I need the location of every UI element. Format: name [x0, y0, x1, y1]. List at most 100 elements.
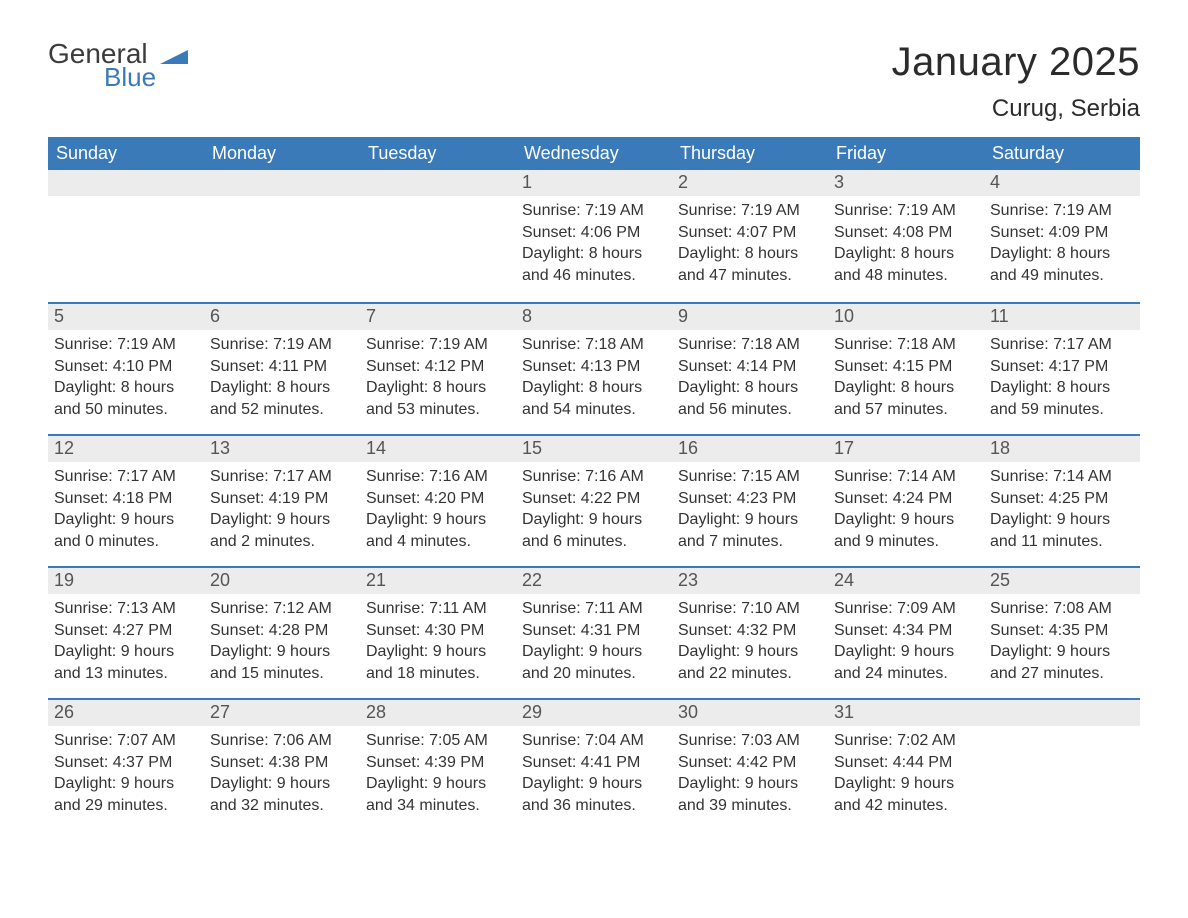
day-cell: 21Sunrise: 7:11 AMSunset: 4:30 PMDayligh…	[360, 568, 516, 698]
sunset-line: Sunset: 4:31 PM	[522, 620, 666, 642]
day-body	[204, 196, 360, 286]
sunrise-line: Sunrise: 7:19 AM	[834, 200, 978, 222]
day-body: Sunrise: 7:04 AMSunset: 4:41 PMDaylight:…	[516, 726, 672, 826]
day-number: 8	[516, 304, 672, 330]
sunset-line: Sunset: 4:07 PM	[678, 222, 822, 244]
day-cell: 26Sunrise: 7:07 AMSunset: 4:37 PMDayligh…	[48, 700, 204, 830]
sunrise-line: Sunrise: 7:10 AM	[678, 598, 822, 620]
sunset-line: Sunset: 4:42 PM	[678, 752, 822, 774]
sunset-line: Sunset: 4:06 PM	[522, 222, 666, 244]
day-number: 2	[672, 170, 828, 196]
day-cell	[984, 700, 1140, 830]
daylight-line-2: and 7 minutes.	[678, 531, 822, 553]
daylight-line-1: Daylight: 8 hours	[210, 377, 354, 399]
day-cell: 5Sunrise: 7:19 AMSunset: 4:10 PMDaylight…	[48, 304, 204, 434]
day-number	[984, 700, 1140, 726]
day-body: Sunrise: 7:14 AMSunset: 4:25 PMDaylight:…	[984, 462, 1140, 562]
daylight-line-2: and 9 minutes.	[834, 531, 978, 553]
day-cell: 17Sunrise: 7:14 AMSunset: 4:24 PMDayligh…	[828, 436, 984, 566]
sunrise-line: Sunrise: 7:13 AM	[54, 598, 198, 620]
day-body: Sunrise: 7:16 AMSunset: 4:22 PMDaylight:…	[516, 462, 672, 562]
daylight-line-2: and 49 minutes.	[990, 265, 1134, 287]
flag-icon	[160, 46, 194, 73]
sunset-line: Sunset: 4:44 PM	[834, 752, 978, 774]
day-cell: 13Sunrise: 7:17 AMSunset: 4:19 PMDayligh…	[204, 436, 360, 566]
day-body: Sunrise: 7:03 AMSunset: 4:42 PMDaylight:…	[672, 726, 828, 826]
day-cell	[48, 170, 204, 302]
week-row: 19Sunrise: 7:13 AMSunset: 4:27 PMDayligh…	[48, 566, 1140, 698]
daylight-line-1: Daylight: 9 hours	[54, 773, 198, 795]
sunset-line: Sunset: 4:14 PM	[678, 356, 822, 378]
sunrise-line: Sunrise: 7:02 AM	[834, 730, 978, 752]
day-number: 1	[516, 170, 672, 196]
daylight-line-1: Daylight: 9 hours	[366, 641, 510, 663]
sunset-line: Sunset: 4:13 PM	[522, 356, 666, 378]
dow-sunday: Sunday	[48, 137, 204, 170]
day-body: Sunrise: 7:18 AMSunset: 4:14 PMDaylight:…	[672, 330, 828, 430]
daylight-line-2: and 27 minutes.	[990, 663, 1134, 685]
sunset-line: Sunset: 4:22 PM	[522, 488, 666, 510]
sunset-line: Sunset: 4:19 PM	[210, 488, 354, 510]
sunrise-line: Sunrise: 7:16 AM	[366, 466, 510, 488]
day-number: 30	[672, 700, 828, 726]
day-cell: 29Sunrise: 7:04 AMSunset: 4:41 PMDayligh…	[516, 700, 672, 830]
day-cell: 20Sunrise: 7:12 AMSunset: 4:28 PMDayligh…	[204, 568, 360, 698]
daylight-line-1: Daylight: 9 hours	[210, 509, 354, 531]
daylight-line-1: Daylight: 8 hours	[522, 243, 666, 265]
day-body: Sunrise: 7:17 AMSunset: 4:17 PMDaylight:…	[984, 330, 1140, 430]
sunrise-line: Sunrise: 7:19 AM	[990, 200, 1134, 222]
sunset-line: Sunset: 4:15 PM	[834, 356, 978, 378]
sunrise-line: Sunrise: 7:19 AM	[522, 200, 666, 222]
day-number: 16	[672, 436, 828, 462]
day-cell: 16Sunrise: 7:15 AMSunset: 4:23 PMDayligh…	[672, 436, 828, 566]
day-body: Sunrise: 7:05 AMSunset: 4:39 PMDaylight:…	[360, 726, 516, 826]
day-body: Sunrise: 7:14 AMSunset: 4:24 PMDaylight:…	[828, 462, 984, 562]
day-body: Sunrise: 7:09 AMSunset: 4:34 PMDaylight:…	[828, 594, 984, 694]
sunrise-line: Sunrise: 7:09 AM	[834, 598, 978, 620]
sunrise-line: Sunrise: 7:08 AM	[990, 598, 1134, 620]
daylight-line-1: Daylight: 9 hours	[366, 773, 510, 795]
sunrise-line: Sunrise: 7:17 AM	[210, 466, 354, 488]
sunrise-line: Sunrise: 7:11 AM	[522, 598, 666, 620]
day-number: 4	[984, 170, 1140, 196]
sunrise-line: Sunrise: 7:06 AM	[210, 730, 354, 752]
location-label: Curug, Serbia	[892, 95, 1140, 123]
daylight-line-2: and 32 minutes.	[210, 795, 354, 817]
sunset-line: Sunset: 4:41 PM	[522, 752, 666, 774]
day-cell: 2Sunrise: 7:19 AMSunset: 4:07 PMDaylight…	[672, 170, 828, 302]
day-body: Sunrise: 7:19 AMSunset: 4:07 PMDaylight:…	[672, 196, 828, 296]
sunrise-line: Sunrise: 7:19 AM	[54, 334, 198, 356]
daylight-line-2: and 42 minutes.	[834, 795, 978, 817]
daylight-line-1: Daylight: 8 hours	[522, 377, 666, 399]
daylight-line-1: Daylight: 8 hours	[990, 243, 1134, 265]
day-cell: 3Sunrise: 7:19 AMSunset: 4:08 PMDaylight…	[828, 170, 984, 302]
day-number: 23	[672, 568, 828, 594]
sunset-line: Sunset: 4:34 PM	[834, 620, 978, 642]
daylight-line-2: and 56 minutes.	[678, 399, 822, 421]
dow-monday: Monday	[204, 137, 360, 170]
sunset-line: Sunset: 4:23 PM	[678, 488, 822, 510]
daylight-line-1: Daylight: 8 hours	[678, 243, 822, 265]
sunrise-line: Sunrise: 7:14 AM	[834, 466, 978, 488]
daylight-line-2: and 59 minutes.	[990, 399, 1134, 421]
sunset-line: Sunset: 4:24 PM	[834, 488, 978, 510]
daylight-line-1: Daylight: 8 hours	[990, 377, 1134, 399]
day-body: Sunrise: 7:19 AMSunset: 4:06 PMDaylight:…	[516, 196, 672, 296]
daylight-line-2: and 47 minutes.	[678, 265, 822, 287]
daylight-line-2: and 22 minutes.	[678, 663, 822, 685]
day-number: 6	[204, 304, 360, 330]
day-number: 21	[360, 568, 516, 594]
day-body: Sunrise: 7:08 AMSunset: 4:35 PMDaylight:…	[984, 594, 1140, 694]
day-body: Sunrise: 7:19 AMSunset: 4:11 PMDaylight:…	[204, 330, 360, 430]
daylight-line-2: and 29 minutes.	[54, 795, 198, 817]
daylight-line-2: and 0 minutes.	[54, 531, 198, 553]
day-body: Sunrise: 7:11 AMSunset: 4:31 PMDaylight:…	[516, 594, 672, 694]
daylight-line-2: and 52 minutes.	[210, 399, 354, 421]
day-body: Sunrise: 7:18 AMSunset: 4:15 PMDaylight:…	[828, 330, 984, 430]
day-cell: 28Sunrise: 7:05 AMSunset: 4:39 PMDayligh…	[360, 700, 516, 830]
day-cell: 24Sunrise: 7:09 AMSunset: 4:34 PMDayligh…	[828, 568, 984, 698]
logo-text: General Blue	[48, 40, 156, 90]
day-body: Sunrise: 7:11 AMSunset: 4:30 PMDaylight:…	[360, 594, 516, 694]
sunrise-line: Sunrise: 7:05 AM	[366, 730, 510, 752]
day-number: 11	[984, 304, 1140, 330]
